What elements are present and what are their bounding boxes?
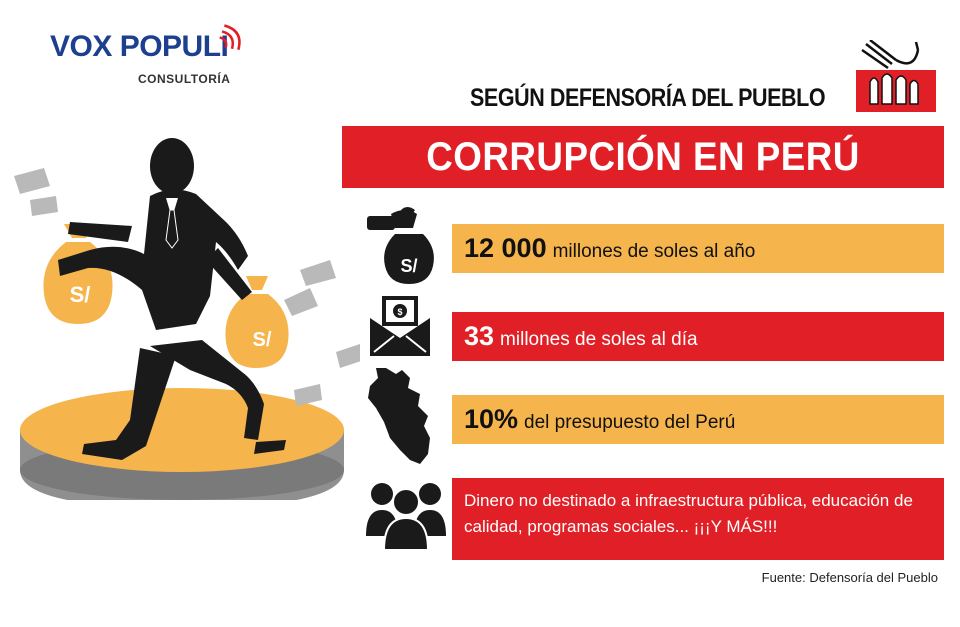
bag-symbol-left: S/ <box>70 282 91 307</box>
stat-row-budget: 10% del presupuesto del Perú <box>452 395 944 444</box>
header-label: SEGÚN DEFENSORÍA DEL PUEBLO <box>470 84 826 112</box>
peru-map-icon <box>368 368 430 464</box>
logo-subtitle: CONSULTORÍA <box>138 72 231 86</box>
money-bag-hand-icon: S/ <box>367 207 434 284</box>
stat-impact-text: Dinero no destinado a infraestructura pú… <box>464 491 913 536</box>
stat-row-annual: 12 000 millones de soles al año <box>452 224 944 273</box>
stat-row-budget-text: 10% del presupuesto del Perú <box>464 395 735 444</box>
logo-name: VOX POPULI <box>50 30 229 63</box>
bag-symbol: S/ <box>400 256 417 276</box>
envelope-money-icon: $ <box>370 296 430 356</box>
running-man-illustration: S/ S/ <box>14 138 360 500</box>
money-bag-left-icon: S/ <box>43 224 113 324</box>
money-bag-right-icon: S/ <box>225 276 289 368</box>
stat-row-daily-text: 33 millones de soles al día <box>464 312 698 361</box>
svg-text:$: $ <box>397 307 402 317</box>
title-banner: CORRUPCIÓN EN PERÚ <box>342 126 944 188</box>
bag-symbol-right: S/ <box>253 329 272 351</box>
stat-annual-value: 12 000 <box>464 233 547 263</box>
people-group-icon <box>366 483 446 550</box>
stat-budget-value: 10% <box>464 404 519 434</box>
coin-platform <box>20 388 344 500</box>
stat-row-daily: 33 millones de soles al día <box>452 312 944 361</box>
flying-bills <box>14 168 360 406</box>
stat-daily-label: millones de soles al día <box>500 329 698 350</box>
stat-budget-label: del presupuesto del Perú <box>524 412 736 433</box>
stat-row-impact: Dinero no destinado a infraestructura pú… <box>452 478 944 560</box>
signal-waves-icon <box>219 24 241 51</box>
businessman-silhouette <box>58 138 286 460</box>
stat-annual-label: millones de soles al año <box>552 241 756 262</box>
defensoria-logo-icon <box>856 40 936 112</box>
stat-daily-value: 33 <box>464 321 495 351</box>
stat-row-annual-text: 12 000 millones de soles al año <box>464 224 755 273</box>
page-title: CORRUPCIÓN EN PERÚ <box>426 135 860 179</box>
source-note: Fuente: Defensoría del Pueblo <box>761 570 938 585</box>
